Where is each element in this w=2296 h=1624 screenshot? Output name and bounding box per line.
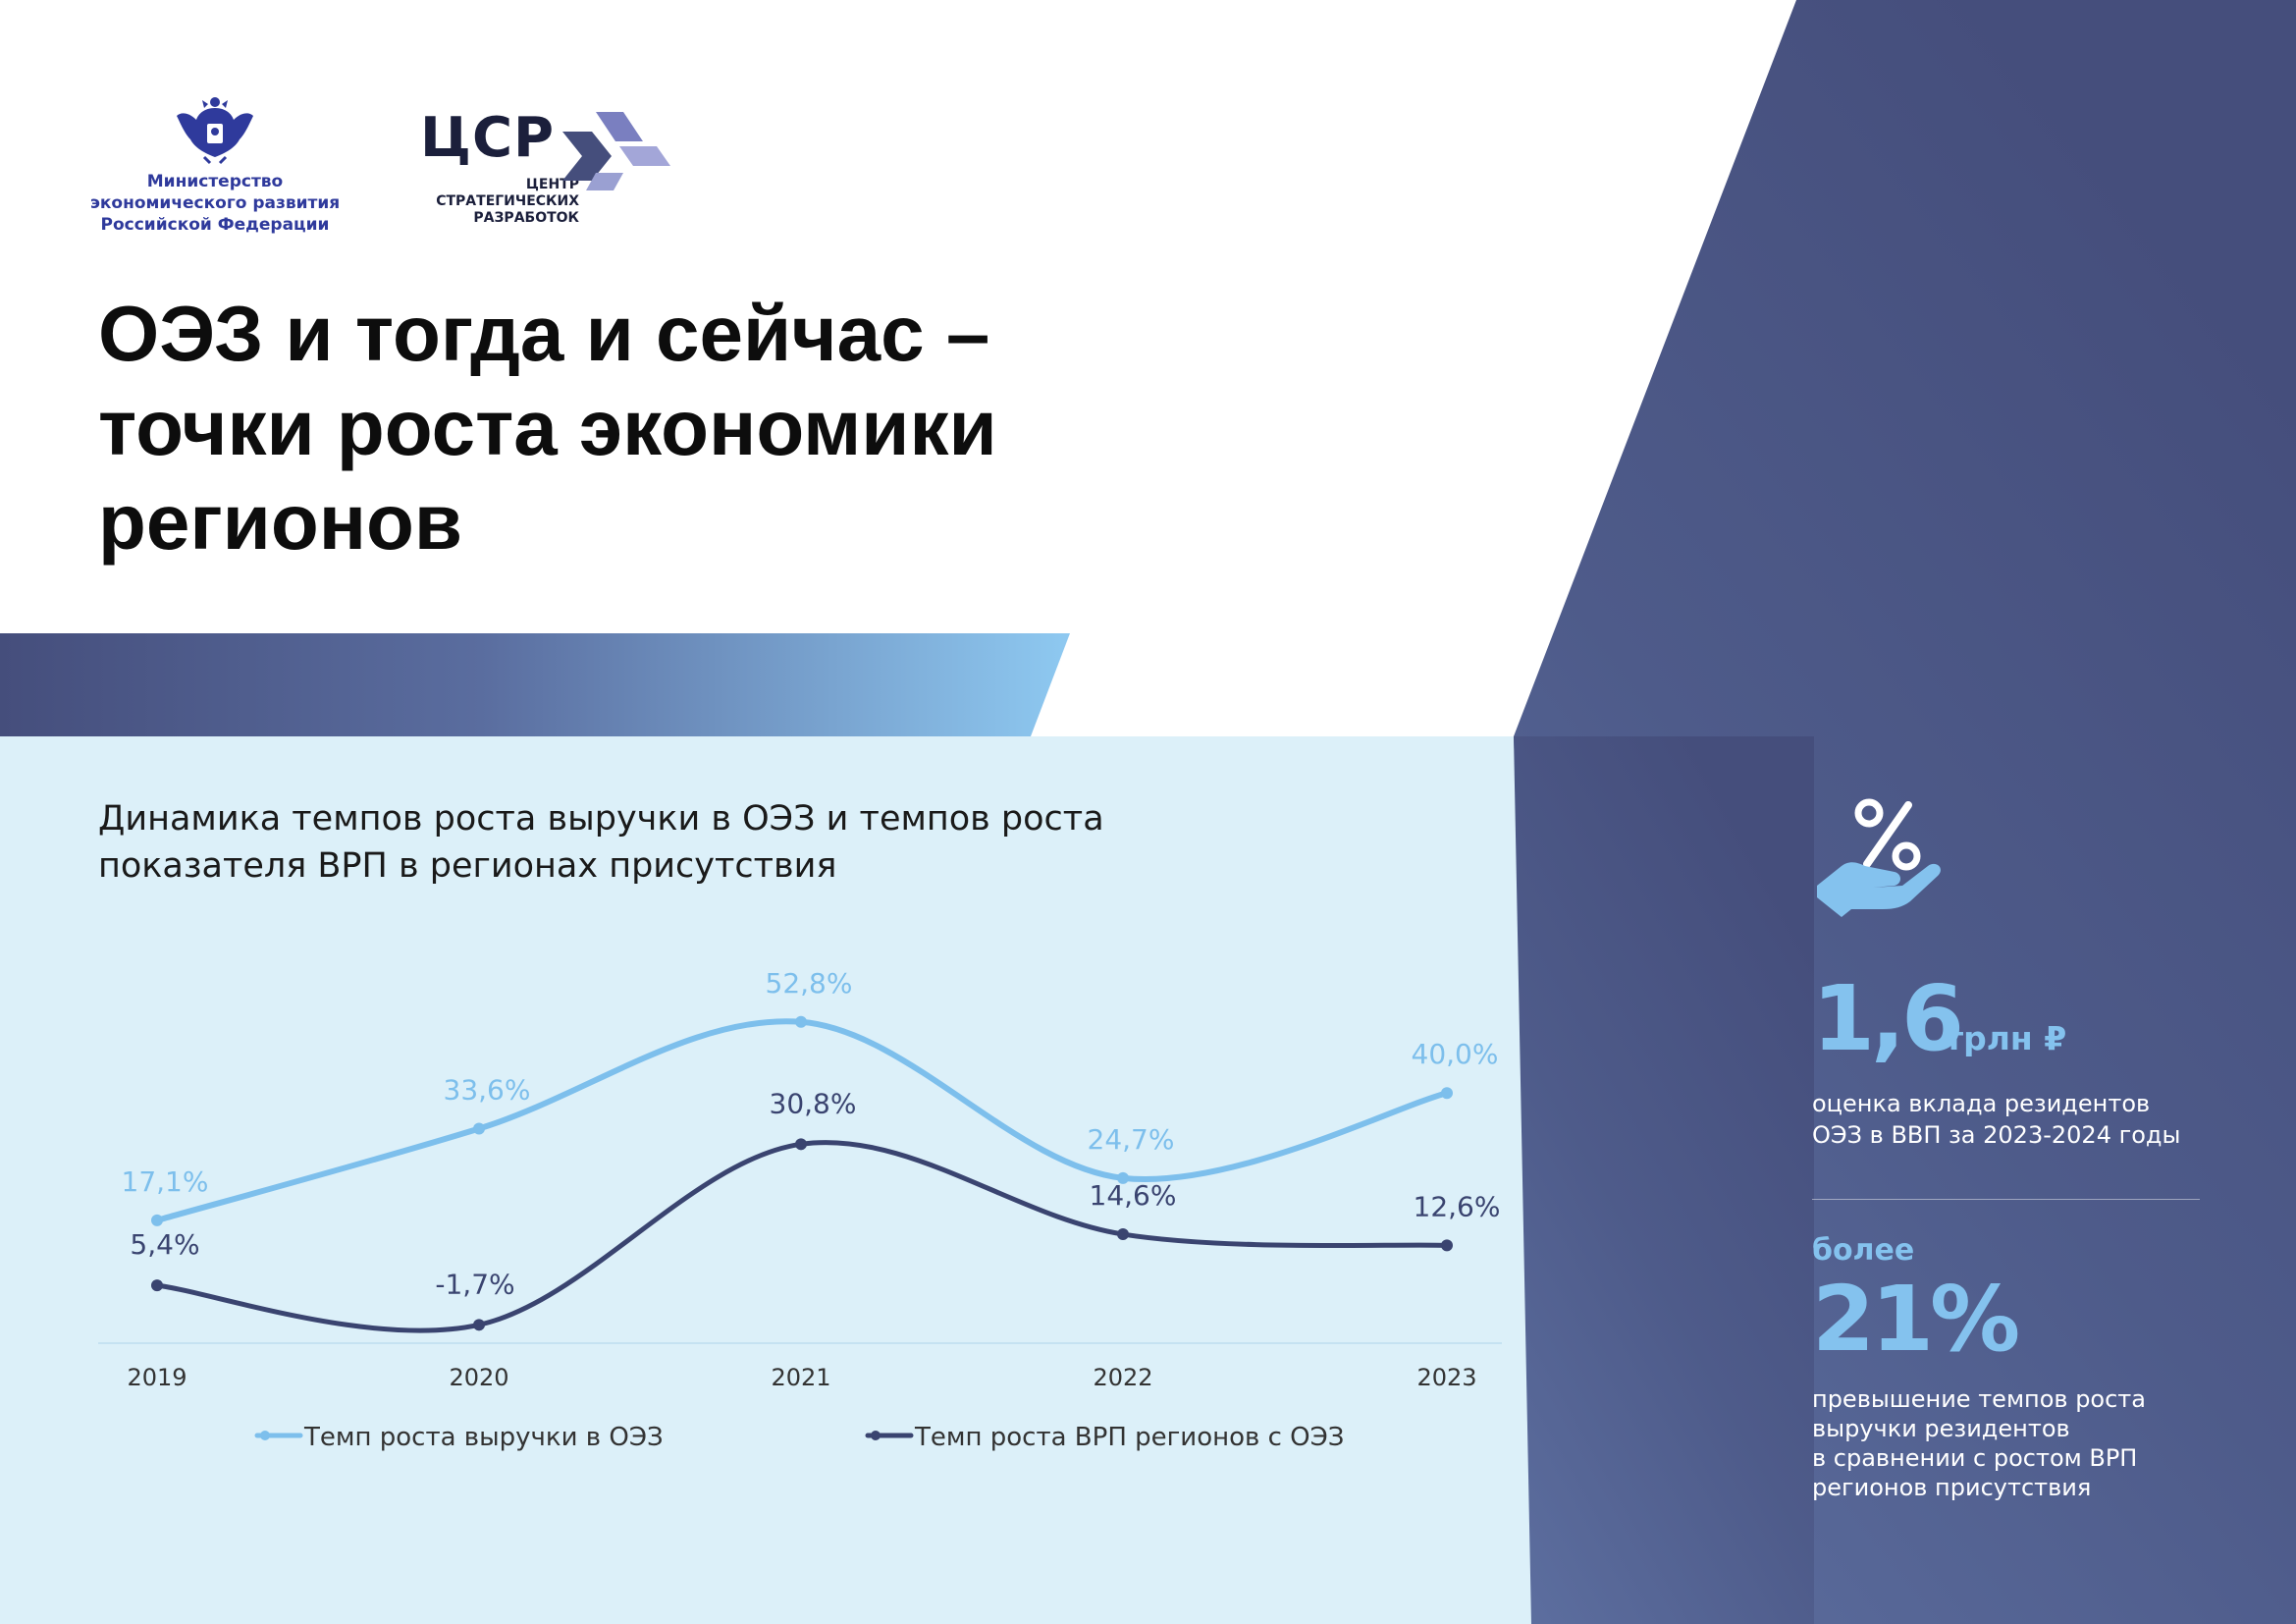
stat-description-1: оценка вклада резидентов ОЭЗ в ВВП за 20… xyxy=(1812,1090,2181,1149)
ministry-line-2: экономического развития xyxy=(89,193,341,213)
ministry-line-3: Российской Федерации xyxy=(100,215,330,235)
data-point-2-1 xyxy=(151,1279,163,1292)
csr-chevron-icon xyxy=(562,112,670,190)
stat-value-2: 21% xyxy=(1812,1267,2020,1372)
data-label-1-2: 33,6% xyxy=(444,1073,531,1106)
csr-logo: ЦСР ЦЕНТР СТРАТЕГИЧЕСКИХ РАЗРАБОТОК xyxy=(420,106,670,226)
x-tick-label-5: 2023 xyxy=(1416,1364,1476,1391)
data-label-2-2: -1,7% xyxy=(435,1268,514,1300)
data-point-1-5 xyxy=(1441,1087,1453,1100)
x-tick-label-3: 2021 xyxy=(771,1364,830,1391)
line-chart: 17,1% 33,6% 52,8% 24,7% 40,0% 5,4% -1,7% 30,8% 1… xyxy=(98,967,1502,1452)
data-point-2-3 xyxy=(795,1138,807,1151)
legend-label-1: Темп роста выручки в ОЭЗ xyxy=(303,1423,664,1452)
data-point-2-5 xyxy=(1441,1239,1453,1252)
stat-divider xyxy=(1812,1199,2200,1200)
data-label-1-1: 17,1% xyxy=(122,1165,209,1198)
data-point-2-4 xyxy=(1117,1228,1129,1241)
data-label-1-5: 40,0% xyxy=(1412,1038,1499,1070)
csr-logo-subtitle: ЦЕНТР СТРАТЕГИЧЕСКИХ РАЗРАБОТОК xyxy=(436,177,579,226)
legend-label-2: Темп роста ВРП регионов с ОЭЗ xyxy=(914,1423,1344,1452)
legend-marker-1 xyxy=(260,1431,270,1440)
data-point-1-3 xyxy=(795,1015,807,1028)
series-line-1 xyxy=(154,1018,1450,1223)
ministry-line-1: Министерство xyxy=(146,172,284,191)
gradient-band xyxy=(0,633,1070,736)
data-label-1-4: 24,7% xyxy=(1088,1123,1175,1156)
ministry-logo: Министерство экономического развития Рос… xyxy=(82,94,347,242)
data-point-1-2 xyxy=(473,1122,485,1135)
data-point-2-2 xyxy=(473,1319,485,1331)
series-line-2 xyxy=(154,1140,1450,1333)
page-title: ОЭЗ и тогда и сейчас – точки роста эконо… xyxy=(98,290,997,566)
chart-title: Динамика темпов роста выручки в ОЭЗ и те… xyxy=(98,799,1104,886)
data-label-2-4: 14,6% xyxy=(1090,1179,1177,1212)
data-label-2-3: 30,8% xyxy=(770,1087,857,1119)
data-label-2-5: 12,6% xyxy=(1414,1190,1501,1222)
data-point-1-4 xyxy=(1117,1171,1129,1184)
navy-wedge xyxy=(1514,736,1814,1624)
stat-unit-1: трлн ₽ xyxy=(1945,1019,2067,1057)
stat-description-2: превышение темпов роста выручки резидент… xyxy=(1812,1385,2146,1501)
data-point-1-1 xyxy=(151,1214,163,1226)
stat-prefix-2: более xyxy=(1812,1233,1915,1268)
data-label-2-1: 5,4% xyxy=(130,1228,199,1261)
x-tick-label-1: 2019 xyxy=(127,1364,187,1391)
csr-logo-text: ЦСР xyxy=(420,106,556,170)
eagle-emblem-icon xyxy=(177,97,253,165)
x-tick-label-2: 2020 xyxy=(449,1364,508,1391)
x-tick-label-4: 2022 xyxy=(1093,1364,1152,1391)
percent-hand-icon xyxy=(1817,798,1941,917)
stat-value-1: 1,6 xyxy=(1812,966,1964,1071)
legend-marker-2 xyxy=(871,1431,881,1440)
data-label-1-3: 52,8% xyxy=(766,967,853,1000)
